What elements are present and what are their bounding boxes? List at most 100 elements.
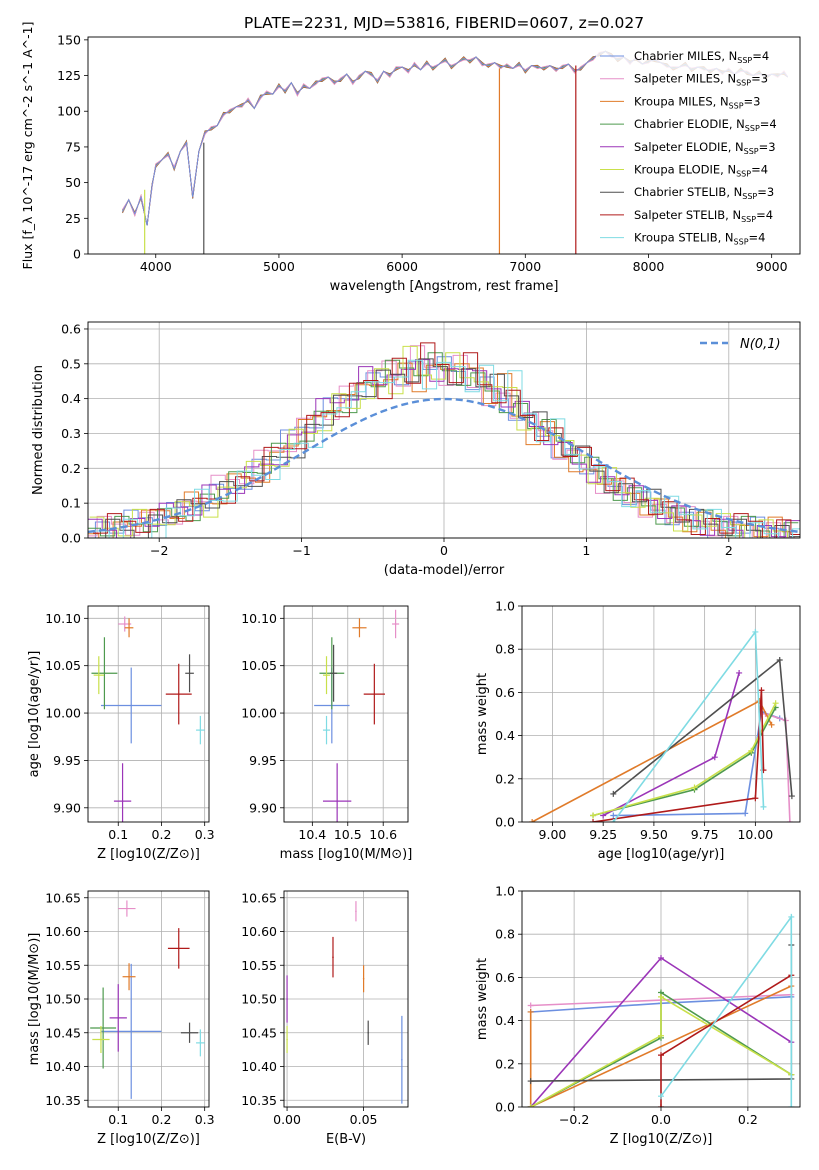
x-tick-label: 1 — [582, 543, 590, 558]
x-axis-label: age [log10(age/yr)] — [598, 847, 725, 862]
axes-group: −0.2 0.0 0.2 0.0 0.2 0.4 0.6 0.8 1.0 Z [log10(Z/Z… — [475, 884, 800, 1147]
x-axis-label: Z [log10(Z/Z⊙)] — [610, 1132, 713, 1147]
data-point — [121, 800, 124, 802]
y-tick-label: 50 — [65, 175, 81, 190]
x-tick-label: 10.6 — [369, 827, 397, 842]
data-point — [130, 704, 133, 707]
y-tick-label: 0.8 — [495, 927, 515, 942]
marker-plus — [527, 1008, 534, 1015]
y-tick-label: 0.4 — [495, 728, 515, 743]
legend-tail: =3 — [744, 94, 761, 108]
data-point — [102, 1027, 104, 1029]
legend-label: Chabrier STELIB, NSSP=3 — [634, 185, 774, 201]
marker-plus — [590, 812, 597, 819]
y-tick-label: 10.05 — [241, 658, 277, 673]
y-tick-label: 0.4 — [61, 391, 81, 406]
legend-subscript: SSP — [736, 170, 751, 179]
y-tick-label: 0.5 — [61, 356, 81, 371]
x-tick-label: 0.1 — [108, 1112, 128, 1127]
mass-weight-series — [592, 690, 765, 822]
y-tick-label: 10.50 — [241, 992, 277, 1007]
legend-tail: =4 — [749, 231, 766, 245]
residual-histogram-panel: −2 −1 0 1 2 0.0 0.1 0.2 0.3 0.4 0.5 0.6 (data-model)… — [31, 321, 801, 578]
y-tick-label: 1.0 — [495, 884, 515, 899]
legend-tail: =3 — [757, 185, 774, 199]
histogram-series — [91, 358, 800, 538]
x-axis-label: wavelength [Angstrom, rest frame] — [330, 279, 559, 294]
data-point — [103, 672, 106, 675]
y-tick-label: 75 — [65, 139, 81, 154]
x-tick-label: 7000 — [509, 259, 541, 274]
legend-label: Kroupa STELIB, NSSP=4 — [634, 231, 765, 247]
data-point — [401, 1058, 403, 1061]
data-point — [117, 1017, 120, 1019]
marker-plus — [786, 819, 793, 822]
x-tick-label: 9000 — [756, 259, 788, 274]
axes-group: 10.4 10.5 10.6 9.90 9.95 10.00 10.05 10.10 mass … — [241, 606, 412, 862]
marker-plus — [658, 1032, 664, 1039]
x-tick-label: 2 — [725, 543, 733, 558]
x-tick-label: 0.2 — [738, 1112, 758, 1127]
marker-plus — [610, 819, 617, 822]
marker-plus — [748, 747, 755, 754]
legend-label: Kroupa ELODIE, NSSP=4 — [634, 163, 768, 179]
histogram-series — [93, 342, 800, 538]
marker-plus — [658, 993, 664, 1000]
marker-plus — [600, 812, 607, 819]
y-tick-label: 0.2 — [61, 461, 81, 476]
marker-plus — [772, 700, 779, 707]
y-tick-label: 10.05 — [45, 658, 81, 673]
data-point — [177, 693, 180, 695]
histogram-steps — [88, 342, 800, 538]
x-tick-label: 0.0 — [651, 1112, 671, 1127]
x-tick-label: 9.75 — [691, 827, 719, 842]
legend-label: Salpeter STELIB, NSSP=4 — [634, 208, 773, 224]
x-tick-label: 10.5 — [334, 827, 362, 842]
y-tick-label: 10.55 — [45, 958, 81, 973]
marker-plus — [658, 1052, 664, 1059]
marker-plus — [788, 913, 795, 920]
marker-plus — [752, 628, 759, 635]
data-point — [199, 1042, 202, 1044]
y-tick-label: 10.45 — [45, 1025, 81, 1040]
data-point — [362, 977, 365, 980]
data-point — [126, 907, 128, 910]
y-tick-label: 9.95 — [249, 753, 277, 768]
y-tick-label: 150 — [57, 32, 81, 47]
y-tick-label: 0 — [73, 247, 81, 262]
x-tick-label: 0.3 — [195, 1112, 215, 1127]
x-tick-label: 0.1 — [108, 827, 128, 842]
y-axis-label: mass [log10(M/M⊙)] — [27, 933, 42, 1066]
y-tick-label: 10.35 — [241, 1093, 277, 1108]
marker-plus — [658, 1104, 664, 1107]
y-tick-label: 10.40 — [241, 1059, 277, 1074]
marker-plus — [736, 669, 743, 676]
y-tick-label: 10.60 — [241, 924, 277, 939]
errorbar-points — [91, 616, 205, 822]
normal-legend-label: N(0,1) — [740, 337, 781, 352]
marker-plus — [658, 1093, 664, 1100]
y-tick-label: 0.8 — [495, 642, 515, 657]
data-point — [358, 626, 361, 629]
x-tick-label: 10.00 — [737, 827, 773, 842]
marker-plus — [590, 819, 597, 822]
legend-tail: =4 — [756, 208, 773, 222]
legend-tail: =3 — [759, 140, 776, 154]
legend-subscript: SSP — [744, 147, 759, 156]
axes-frame — [521, 890, 801, 1108]
x-tick-label: −2 — [150, 543, 168, 558]
mass-weight-vs-age-panel: 9.00 9.25 9.50 9.75 10.00 0.0 0.2 0.4 0.6 0.8 1.0 a… — [475, 599, 801, 862]
y-tick-label: 10.00 — [45, 706, 81, 721]
marker-plus — [742, 810, 749, 817]
legend-subscript: SSP — [736, 79, 751, 88]
marker-plus — [658, 954, 664, 961]
data-point — [188, 672, 191, 675]
axes-frame — [283, 890, 409, 1108]
marker-plus — [788, 793, 795, 800]
y-tick-label: 10.45 — [241, 1025, 277, 1040]
y-axis-label: mass weight — [475, 958, 490, 1040]
mass-weight-lines — [527, 913, 795, 1107]
legend-subscript: SSP — [742, 192, 757, 201]
x-tick-label: −0.2 — [559, 1112, 589, 1127]
